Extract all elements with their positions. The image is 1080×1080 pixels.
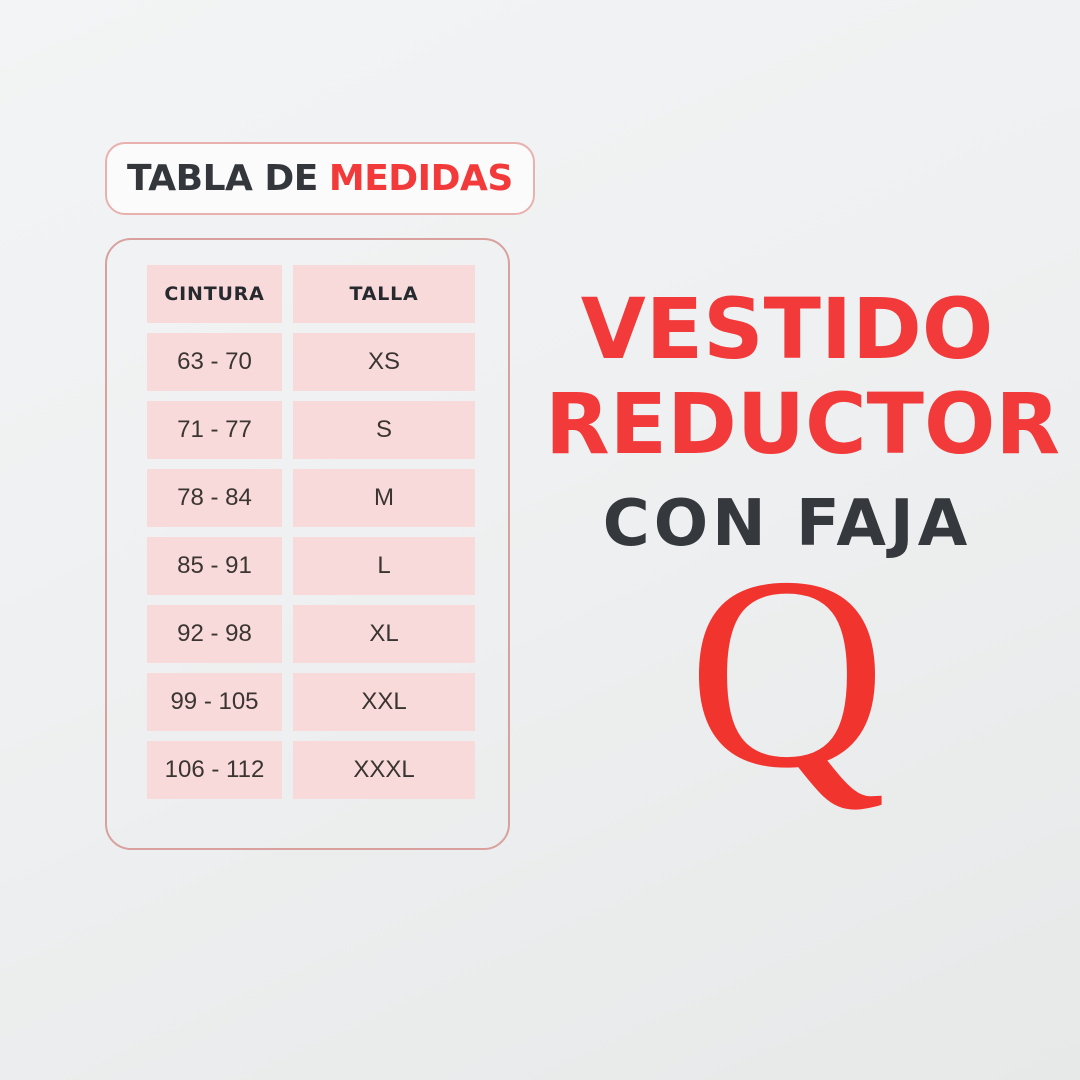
talla-value-row7: XXXL <box>293 741 475 799</box>
talla-value-row6: XXL <box>293 673 475 731</box>
brand-q-logo: Q <box>687 521 887 825</box>
cintura-value-row3: 78 - 84 <box>147 469 282 527</box>
cintura-value-row4: 85 - 91 <box>147 537 282 595</box>
size-chart-title-badge: TABLA DE MEDIDAS <box>105 142 535 215</box>
talla-value-row4: L <box>293 537 475 595</box>
column-header-talla: TALLA <box>293 265 475 323</box>
cintura-value-row5: 92 - 98 <box>147 605 282 663</box>
talla-value-row3: M <box>293 469 475 527</box>
cintura-value-row2: 71 - 77 <box>147 401 282 459</box>
cintura-value-row7: 106 - 112 <box>147 741 282 799</box>
product-headline: VESTIDO REDUCTOR CON FAJA <box>545 280 1061 564</box>
headline-line1: VESTIDO <box>580 280 994 378</box>
cintura-value-row6: 99 - 105 <box>147 673 282 731</box>
cintura-value-row1: 63 - 70 <box>147 333 282 391</box>
title-red-part: MEDIDAS <box>328 158 513 199</box>
column-header-cintura: CINTURA <box>147 265 282 323</box>
talla-value-row2: S <box>293 401 475 459</box>
talla-value-row1: XS <box>293 333 475 391</box>
size-table: CINTURA TALLA 63 - 70 XS 71 - 77 S 78 - … <box>147 265 475 799</box>
size-chart-panel: CINTURA TALLA 63 - 70 XS 71 - 77 S 78 - … <box>105 238 510 850</box>
headline-subtitle: CON FAJA <box>602 487 972 561</box>
title-dark-part: TABLA DE <box>127 158 318 199</box>
talla-value-row5: XL <box>293 605 475 663</box>
headline-line2: REDUCTOR <box>545 375 1061 473</box>
